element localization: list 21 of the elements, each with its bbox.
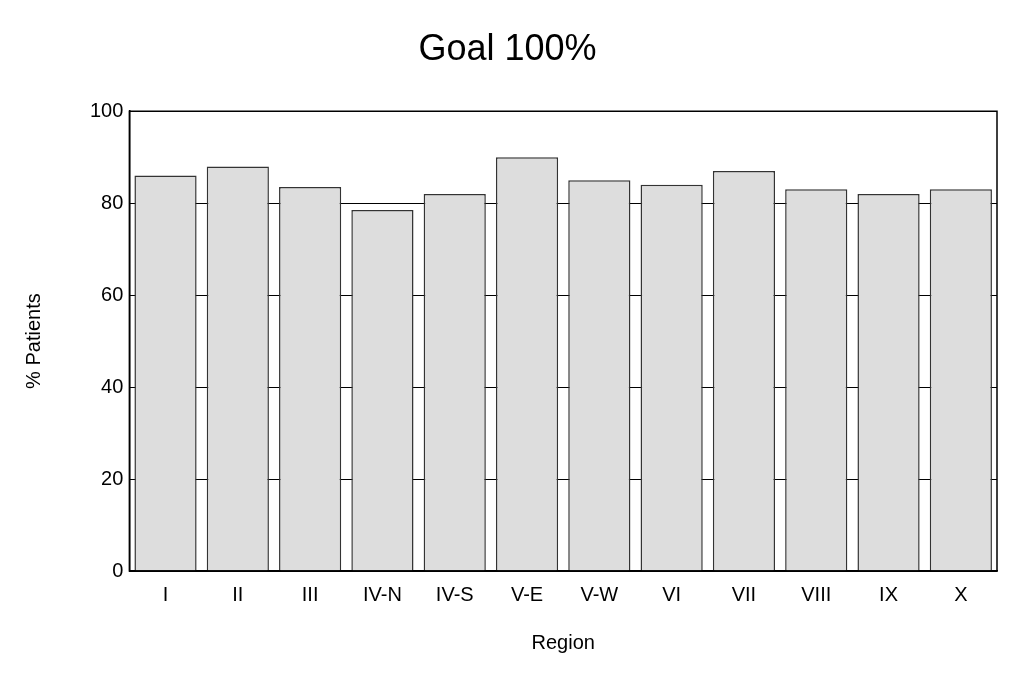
x-tick-label: IV-N xyxy=(362,582,402,605)
x-tick-label: X xyxy=(954,582,968,605)
x-tick-label: IX xyxy=(879,582,898,605)
x-tick-label: VIII xyxy=(801,582,832,605)
y-tick-label: 0 xyxy=(112,558,124,581)
y-axis-title: % Patients xyxy=(21,293,44,389)
x-tick-label: VII xyxy=(731,582,757,605)
x-tick-label: I xyxy=(162,582,169,605)
x-tick-label: VI xyxy=(662,582,682,605)
x-tick-label: II xyxy=(232,582,244,605)
x-axis-title: Region xyxy=(531,630,595,653)
chart-title: Goal 100% xyxy=(418,26,597,68)
x-tick-label: IV-S xyxy=(435,582,474,605)
y-tick-label: 60 xyxy=(101,282,124,305)
y-tick-label: 80 xyxy=(101,190,124,213)
x-tick-label: V-E xyxy=(510,582,544,605)
x-tick-label: V-W xyxy=(580,582,619,605)
y-tick-label: 40 xyxy=(101,374,124,397)
y-tick-label: 100 xyxy=(89,98,124,121)
y-tick-label: 20 xyxy=(101,466,124,489)
x-tick-label: III xyxy=(301,582,319,605)
